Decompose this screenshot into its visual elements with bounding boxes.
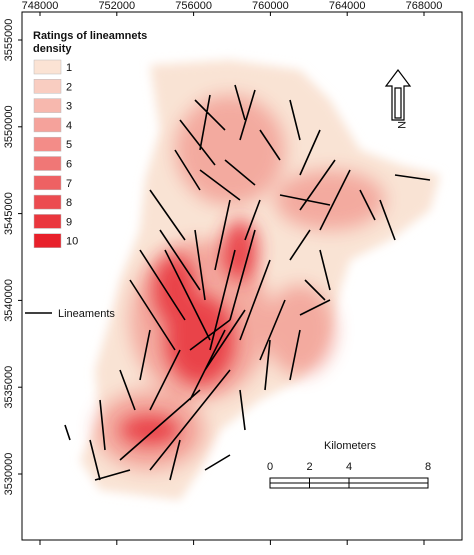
x-tick-label: 760000 — [252, 0, 289, 12]
x-tick-label: 748000 — [22, 0, 59, 12]
legend-label: 8 — [66, 197, 72, 209]
legend-label: 3 — [66, 101, 72, 113]
scale-tick-label: 2 — [306, 461, 312, 473]
y-tick-label: 3555000 — [3, 19, 15, 62]
legend-swatch — [33, 136, 62, 152]
legend-title: Ratings of lineamnets density — [33, 30, 148, 55]
x-tick-label: 752000 — [98, 0, 135, 12]
scale-tick-label: 0 — [267, 461, 273, 473]
y-tick-label: 3540000 — [3, 279, 15, 322]
north-arrow — [384, 69, 412, 121]
scale-tick-label: 4 — [346, 461, 352, 473]
legend-swatch — [33, 175, 62, 191]
legend-swatch — [33, 79, 62, 94]
x-tick-label: 768000 — [406, 0, 443, 12]
lineament-legend-label: Lineaments — [58, 308, 115, 320]
north-label: N — [395, 121, 407, 129]
x-tick-label: 756000 — [175, 0, 212, 12]
legend-label: 2 — [66, 81, 72, 93]
legend-swatch — [33, 98, 62, 113]
x-tick-label: 764000 — [329, 0, 366, 12]
legend-label: 7 — [66, 178, 72, 190]
y-tick-label: 3545000 — [3, 192, 15, 235]
legend-swatch — [33, 233, 62, 248]
legend-label: 5 — [66, 139, 72, 151]
legend-swatch — [33, 156, 62, 171]
scale-title: Kilometers — [324, 440, 376, 452]
y-tick-label: 3530000 — [3, 453, 15, 496]
legend-label: 1 — [66, 62, 72, 74]
legend-swatch — [33, 194, 62, 210]
y-tick-label: 3550000 — [3, 105, 15, 148]
lineaments — [64, 84, 431, 481]
legend-swatch — [33, 117, 62, 133]
scale-tick-label: 8 — [425, 461, 431, 473]
legend-label: 9 — [66, 216, 72, 228]
legend-label: 10 — [66, 236, 78, 248]
legend-label: 6 — [66, 159, 72, 171]
legend-swatch — [33, 59, 62, 75]
legend-swatch — [33, 214, 62, 229]
legend-label: 4 — [66, 120, 72, 132]
y-tick-label: 3535000 — [3, 366, 15, 409]
